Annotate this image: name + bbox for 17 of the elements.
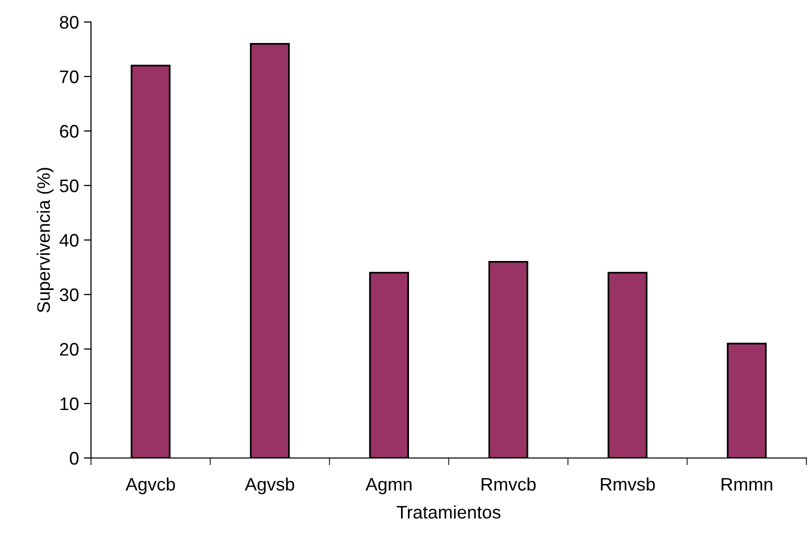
y-tick-label: 70 — [60, 70, 78, 84]
y-tick-label: 40 — [60, 234, 78, 247]
x-tick-label: Rmvcb — [482, 477, 536, 491]
y-tick-label: 60 — [60, 124, 78, 138]
y-axis-title: Supervivencia (%) — [36, 168, 54, 312]
y-tick-label: 50 — [60, 179, 78, 192]
y-tick-label: 20 — [60, 342, 78, 356]
x-tick-label: Agmn — [366, 478, 412, 494]
x-axis-title: Tratamientos — [396, 505, 500, 519]
x-tick-label: Agvsb — [244, 477, 294, 494]
x-tick-label: Rmvsb — [600, 477, 655, 491]
x-tick-label: Rmmn — [722, 478, 772, 491]
y-tick-label: 30 — [60, 288, 78, 302]
x-tick-label: Agvcb — [126, 477, 175, 494]
y-tick-label: 10 — [60, 397, 78, 410]
y-tick-label: 80 — [60, 16, 78, 29]
y-tick-label: 0 — [70, 452, 78, 465]
